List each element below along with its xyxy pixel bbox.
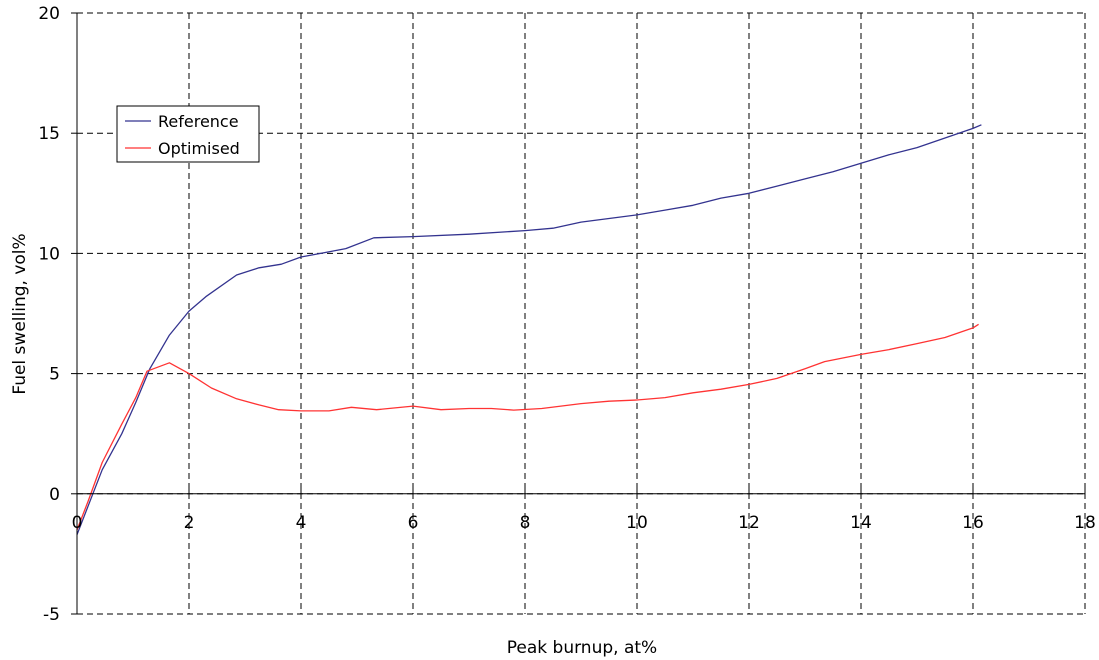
y-tick-label: 5 [49, 365, 60, 385]
legend-label-optimised: Optimised [158, 139, 240, 158]
series-layer [76, 124, 982, 535]
series-line-reference [76, 124, 982, 535]
y-tick-label: -5 [43, 605, 60, 625]
tick-labels: 0 2 4 6 8 10 12 14 16 18 -5 0 5 10 15 20 [38, 4, 1095, 625]
legend: Reference Optimised [116, 105, 260, 163]
x-tick-label: 14 [850, 513, 872, 533]
x-tick-label: 8 [520, 513, 531, 533]
axes [71, 12, 1086, 615]
series-line-optimised [76, 323, 979, 531]
y-tick-label: 15 [38, 124, 60, 144]
grid [77, 12, 1086, 615]
x-tick-label: 4 [296, 513, 307, 533]
y-tick-label: 10 [38, 244, 60, 264]
legend-label-reference: Reference [158, 112, 239, 131]
x-tick-label: 16 [962, 513, 984, 533]
x-tick-label: 10 [626, 513, 648, 533]
y-tick-label: 0 [49, 485, 60, 505]
x-tick-label: 0 [72, 513, 83, 533]
y-axis-label: Fuel swelling, vol% [10, 233, 30, 394]
y-tick-label: 20 [38, 4, 60, 24]
x-tick-label: 6 [408, 513, 419, 533]
x-tick-label: 12 [738, 513, 760, 533]
x-tick-label: 2 [184, 513, 195, 533]
x-tick-label: 18 [1074, 513, 1096, 533]
x-axis-label: Peak burnup, at% [507, 638, 657, 658]
legend-box [116, 105, 260, 163]
